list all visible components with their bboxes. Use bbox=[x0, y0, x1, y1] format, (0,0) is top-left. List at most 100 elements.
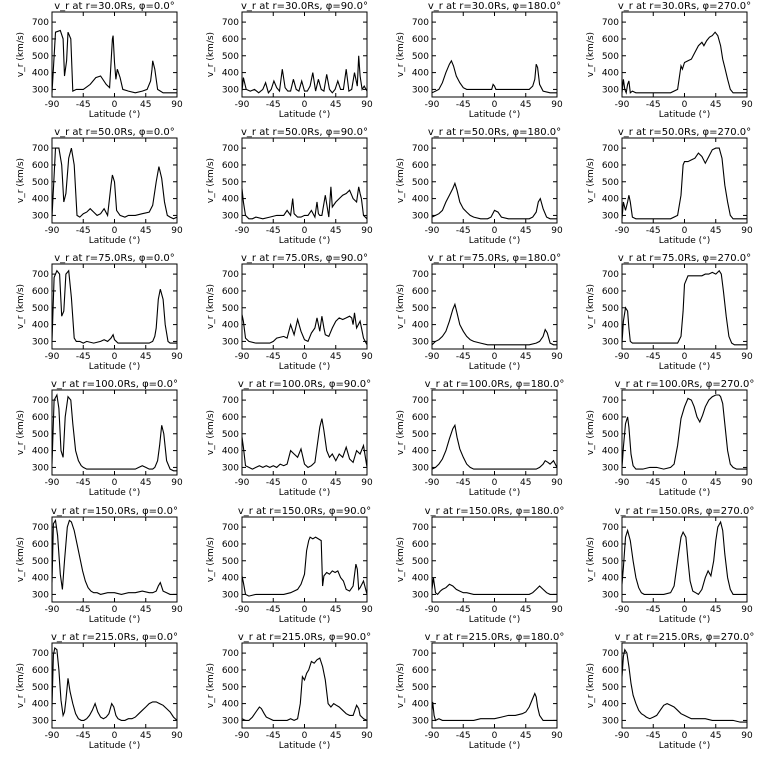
plot-frame bbox=[621, 137, 748, 224]
x-tick-label: -90 bbox=[615, 731, 630, 741]
y-axis-label: v_r (km/s) bbox=[396, 537, 406, 582]
y-tick-label: 400 bbox=[602, 321, 619, 331]
x-tick-label: 0 bbox=[492, 478, 498, 488]
y-tick-label: 600 bbox=[32, 161, 49, 171]
x-axis-label: Latitude (°) bbox=[469, 362, 520, 372]
x-tick-label: -90 bbox=[615, 478, 630, 488]
y-tick-label: 700 bbox=[222, 18, 239, 28]
y-tick-label: 600 bbox=[602, 287, 619, 297]
x-axis-label: Latitude (°) bbox=[659, 110, 710, 120]
y-tick-label: 300 bbox=[412, 211, 429, 221]
y-tick-label: 700 bbox=[602, 18, 619, 28]
x-tick-label: 0 bbox=[112, 100, 118, 110]
x-tick-label: 90 bbox=[361, 478, 373, 488]
panel-title: v_r at r=30.0Rs, φ=180.0° bbox=[428, 1, 561, 12]
x-tick-label: -45 bbox=[76, 605, 91, 615]
x-tick-label: -45 bbox=[266, 100, 281, 110]
panel-5-2: v_r at r=215.0Rs, φ=180.0° -90 -45 0 45 90 300… bbox=[396, 632, 564, 751]
y-tick-label: 700 bbox=[32, 523, 49, 533]
x-tick-label: 90 bbox=[551, 100, 563, 110]
x-tick-label: -90 bbox=[235, 605, 250, 615]
panel-title: v_r at r=215.0Rs, φ=270.0° bbox=[615, 632, 755, 643]
x-tick-label: 45 bbox=[330, 352, 341, 362]
y-tick-label: 700 bbox=[412, 18, 429, 28]
x-axis-label: Latitude (°) bbox=[469, 741, 520, 751]
y-tick-label: 400 bbox=[412, 700, 429, 710]
y-tick-label: 300 bbox=[32, 85, 49, 95]
panel-title: v_r at r=100.0Rs, φ=180.0° bbox=[425, 379, 565, 390]
x-tick-label: -45 bbox=[646, 226, 661, 236]
x-tick-label: 0 bbox=[112, 731, 118, 741]
x-tick-label: 45 bbox=[140, 226, 151, 236]
y-axis-label: v_r (km/s) bbox=[206, 410, 216, 455]
x-tick-label: 0 bbox=[682, 478, 688, 488]
y-tick-label: 400 bbox=[32, 447, 49, 457]
panel-5-3: v_r at r=215.0Rs, φ=270.0° -90 -45 0 45 90 300… bbox=[586, 632, 754, 751]
x-tick-label: -90 bbox=[425, 226, 440, 236]
x-axis-label: Latitude (°) bbox=[279, 488, 330, 498]
x-tick-label: 90 bbox=[171, 605, 183, 615]
x-tick-label: 90 bbox=[741, 100, 753, 110]
y-tick-label: 600 bbox=[222, 287, 239, 297]
y-axis-label: v_r (km/s) bbox=[206, 537, 216, 582]
panel-2-2: v_r at r=75.0Rs, φ=180.0° -90 -45 0 45 90 300 4… bbox=[396, 253, 563, 372]
x-tick-label: -90 bbox=[235, 226, 250, 236]
series-line bbox=[242, 536, 367, 597]
y-tick-label: 500 bbox=[602, 557, 619, 567]
y-tick-label: 500 bbox=[602, 304, 619, 314]
y-tick-label: 300 bbox=[412, 463, 429, 473]
y-tick-label: 700 bbox=[602, 270, 619, 280]
x-tick-label: -90 bbox=[235, 100, 250, 110]
x-tick-label: -45 bbox=[646, 100, 661, 110]
y-tick-label: 600 bbox=[412, 540, 429, 550]
panel-title: v_r at r=50.0Rs, φ=180.0° bbox=[428, 127, 561, 138]
y-tick-label: 400 bbox=[602, 195, 619, 205]
y-tick-label: 600 bbox=[412, 413, 429, 423]
x-tick-label: 90 bbox=[361, 352, 373, 362]
y-axis-label: v_r (km/s) bbox=[206, 158, 216, 203]
y-tick-label: 700 bbox=[412, 523, 429, 533]
y-tick-label: 700 bbox=[222, 144, 239, 154]
panel-title: v_r at r=215.0Rs, φ=90.0° bbox=[238, 632, 371, 643]
y-tick-label: 300 bbox=[222, 716, 239, 726]
x-tick-label: -45 bbox=[266, 352, 281, 362]
y-tick-label: 500 bbox=[222, 304, 239, 314]
y-tick-label: 300 bbox=[602, 337, 619, 347]
x-tick-label: -90 bbox=[235, 731, 250, 741]
x-tick-label: 0 bbox=[492, 352, 498, 362]
y-tick-label: 700 bbox=[602, 649, 619, 659]
y-tick-label: 700 bbox=[602, 144, 619, 154]
panel-3-1: v_r at r=100.0Rs, φ=90.0° -90 -45 0 45 90 300 4… bbox=[206, 379, 373, 498]
y-tick-label: 600 bbox=[602, 540, 619, 550]
y-tick-label: 400 bbox=[222, 69, 239, 79]
series-line bbox=[622, 648, 747, 723]
x-axis-label: Latitude (°) bbox=[89, 741, 140, 751]
x-tick-label: 45 bbox=[520, 605, 531, 615]
x-tick-label: 0 bbox=[112, 352, 118, 362]
x-tick-label: 90 bbox=[171, 100, 183, 110]
x-tick-label: 90 bbox=[171, 478, 183, 488]
x-tick-label: 45 bbox=[140, 352, 151, 362]
plot-frame bbox=[431, 263, 558, 350]
x-tick-label: 45 bbox=[520, 478, 531, 488]
y-tick-label: 400 bbox=[222, 700, 239, 710]
x-tick-label: 0 bbox=[492, 100, 498, 110]
y-tick-label: 500 bbox=[32, 557, 49, 567]
x-tick-label: -90 bbox=[45, 226, 60, 236]
series-line bbox=[432, 181, 557, 220]
y-axis-label: v_r (km/s) bbox=[16, 32, 26, 77]
y-tick-label: 300 bbox=[412, 716, 429, 726]
y-tick-label: 500 bbox=[602, 683, 619, 693]
y-tick-label: 300 bbox=[32, 337, 49, 347]
y-axis-label: v_r (km/s) bbox=[586, 663, 596, 708]
y-tick-label: 600 bbox=[222, 161, 239, 171]
x-tick-label: 90 bbox=[361, 605, 373, 615]
y-axis-label: v_r (km/s) bbox=[206, 663, 216, 708]
y-tick-label: 500 bbox=[412, 52, 429, 62]
y-tick-label: 400 bbox=[602, 447, 619, 457]
x-tick-label: 0 bbox=[302, 100, 308, 110]
x-tick-label: 0 bbox=[682, 731, 688, 741]
panel-3-2: v_r at r=100.0Rs, φ=180.0° -90 -45 0 45 90 300… bbox=[396, 379, 564, 498]
panel-1-1: v_r at r=50.0Rs, φ=90.0° -90 -45 0 45 90 300 40… bbox=[206, 127, 373, 246]
x-axis-label: Latitude (°) bbox=[279, 615, 330, 625]
